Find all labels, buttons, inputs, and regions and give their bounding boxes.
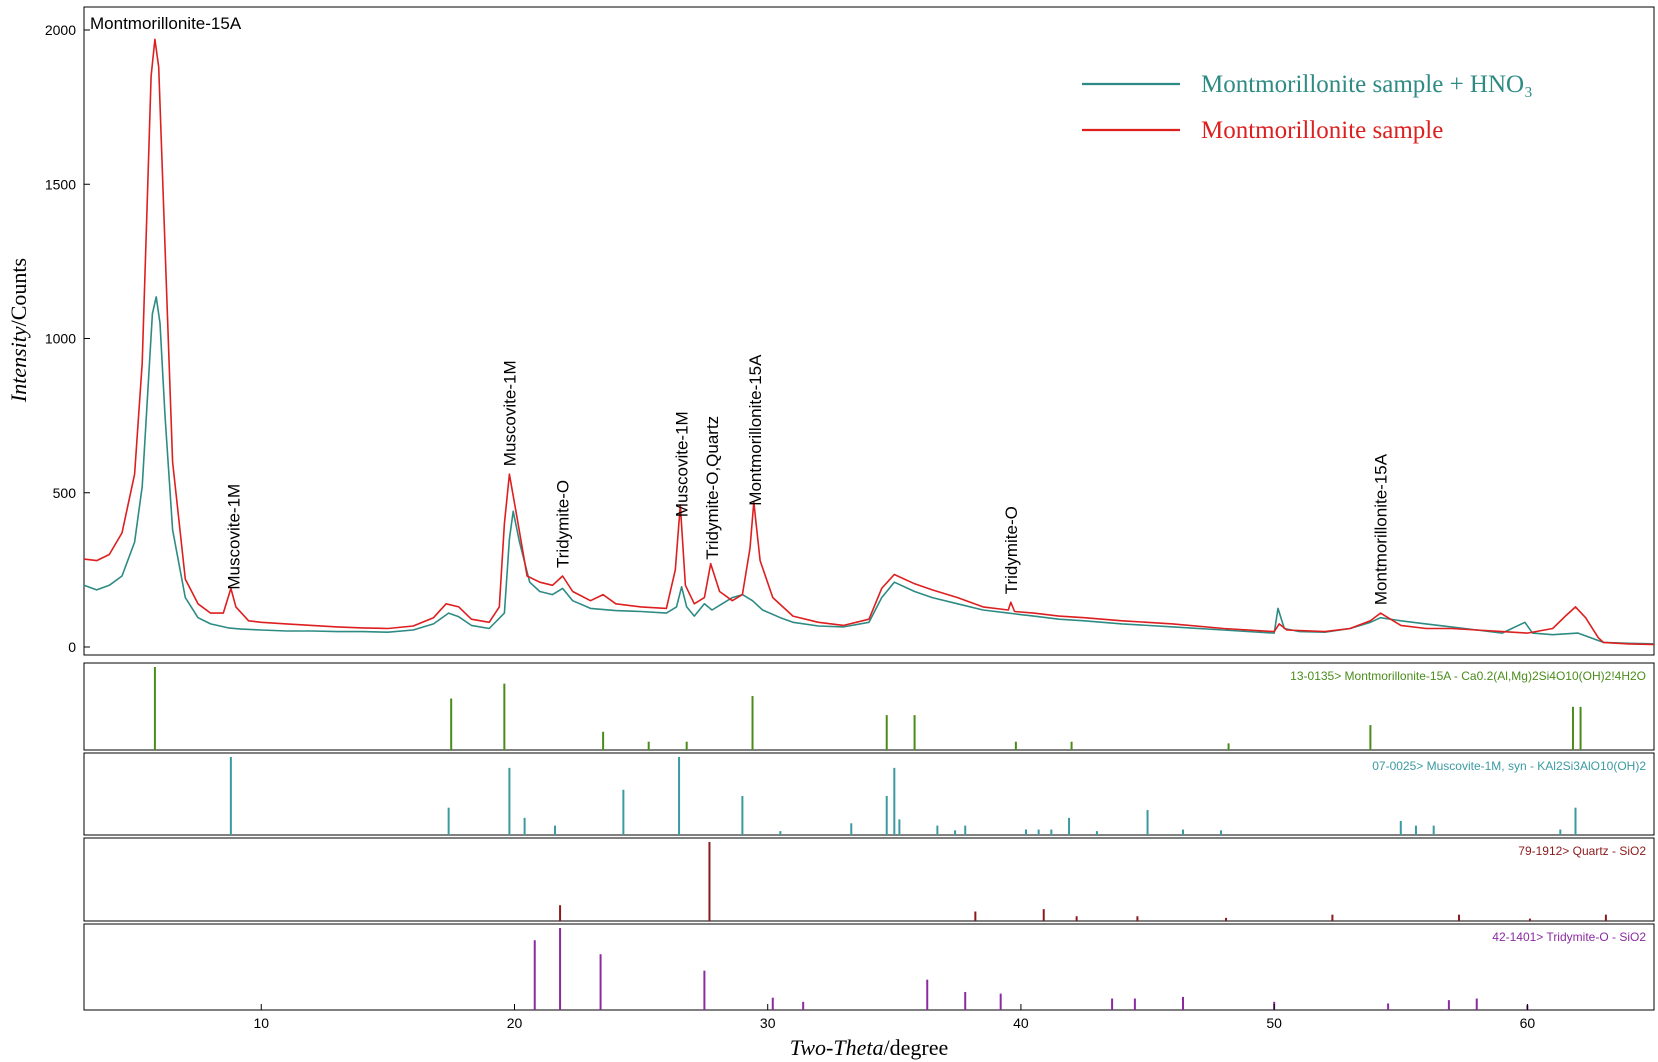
series-line-sample <box>83 38 1655 646</box>
reference-panel-label: 42-1401> Tridymite-O - SiO2 <box>1492 930 1646 944</box>
peak-label: Montmorillonite-15A <box>746 354 765 506</box>
peak-label: Montmorillonite-15A <box>1372 453 1391 605</box>
main-plot-panel: Montmorillonite-15A Muscovite-1M Muscovite… <box>83 6 1655 656</box>
reference-panel-label: 79-1912> Quartz - SiO2 <box>1518 844 1646 858</box>
peak-label: Montmorillonite-15A <box>90 14 242 33</box>
x-tick-label: 60 <box>1520 1015 1536 1031</box>
axes: 0 500 1000 1500 2000 10 20 30 40 50 60 <box>45 22 1536 1031</box>
legend: Montmorillonite sample + HNO₃ Montmorill… <box>1082 71 1533 144</box>
peak-label: Tridymite-O,Quartz <box>703 416 722 560</box>
main-plot-frame <box>83 6 1655 656</box>
peak-label: Muscovite-1M <box>224 484 243 590</box>
x-axis-title: Two-Theta/degree <box>790 1035 948 1060</box>
reference-panel-frame <box>83 837 1655 922</box>
reference-panel-label: 13-0135> Montmorillonite-15A - Ca0.2(Al,… <box>1290 669 1646 683</box>
x-tick-label: 20 <box>507 1015 523 1031</box>
peak-label: Tridymite-O <box>1002 506 1021 594</box>
reference-panel-frame <box>83 752 1655 836</box>
y-tick-label: 1500 <box>45 176 76 192</box>
y-tick-label: 2000 <box>45 22 76 38</box>
peak-label: Muscovite-1M <box>500 360 519 466</box>
x-tick-label: 40 <box>1013 1015 1029 1031</box>
peak-label: Tridymite-O <box>554 480 573 568</box>
reference-panel-frame <box>83 923 1655 1011</box>
x-tick-label: 50 <box>1266 1015 1282 1031</box>
y-axis-title: Intensity/Counts <box>6 258 31 403</box>
reference-panel-label: 07-0025> Muscovite-1M, syn - KAl2Si3AlO1… <box>1372 759 1646 773</box>
legend-label-sample: Montmorillonite sample <box>1201 117 1443 144</box>
x-tick-label: 30 <box>760 1015 776 1031</box>
reference-panels: 13-0135> Montmorillonite-15A - Ca0.2(Al,… <box>83 662 1655 1011</box>
y-tick-label: 1000 <box>45 331 76 347</box>
series-line-hno3 <box>83 296 1655 645</box>
y-tick-label: 500 <box>53 485 77 501</box>
y-tick-label: 0 <box>68 639 76 655</box>
x-tick-label: 10 <box>253 1015 269 1031</box>
legend-label-hno3: Montmorillonite sample + HNO₃ <box>1201 71 1533 98</box>
reference-panel-frame <box>83 662 1655 751</box>
peak-label: Muscovite-1M <box>673 411 692 517</box>
